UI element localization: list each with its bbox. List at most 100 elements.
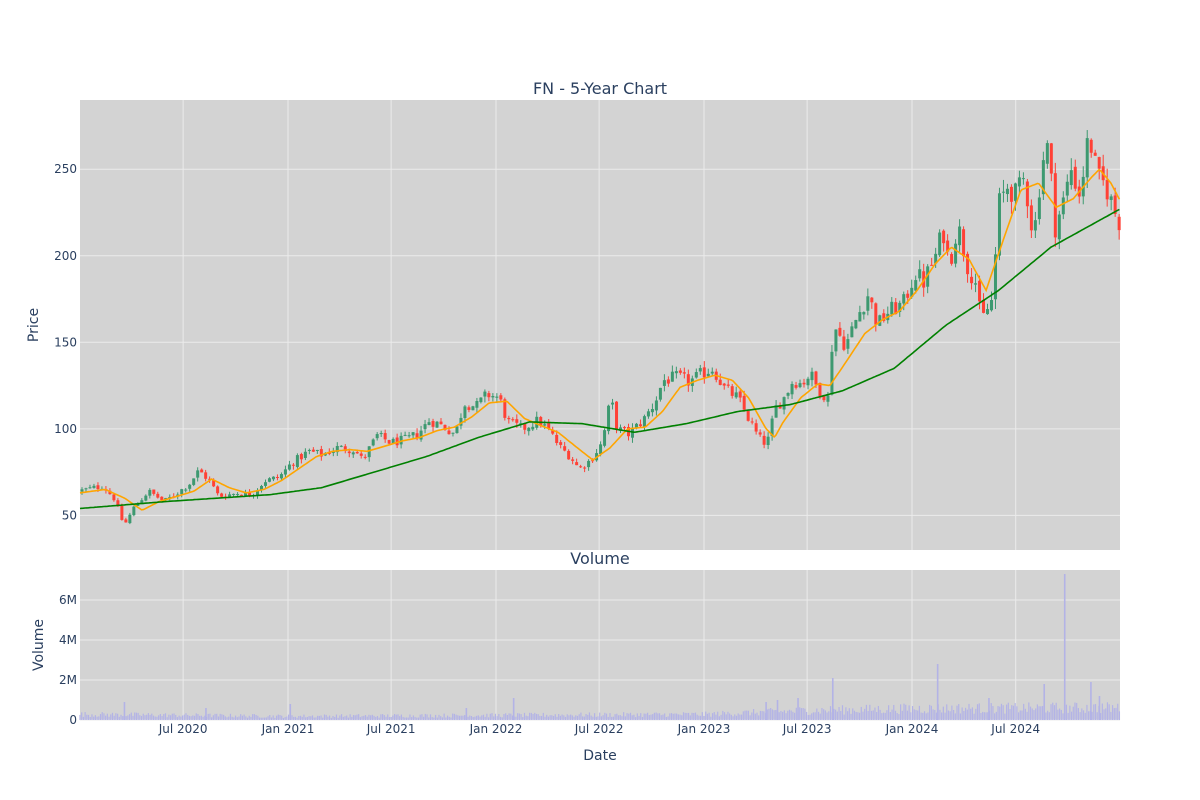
volume-bar: [546, 714, 548, 720]
volume-bar: [626, 713, 628, 720]
volume-bar: [1036, 704, 1038, 720]
candle-body: [774, 405, 778, 418]
volume-bar: [269, 715, 271, 720]
candle-body: [950, 254, 954, 264]
volume-y-tick-label: 6M: [59, 593, 77, 607]
candle-body: [862, 312, 866, 315]
volume-bar: [217, 716, 220, 720]
candle-body: [256, 490, 260, 496]
candle-body: [84, 488, 88, 490]
volume-bar: [1110, 711, 1112, 720]
volume-bar: [910, 712, 912, 720]
candle-body: [962, 229, 966, 257]
volume-bar: [264, 717, 266, 720]
volume-bar: [407, 717, 409, 720]
volume-bar: [568, 715, 570, 720]
volume-bar: [624, 716, 626, 720]
volume-bar: [599, 712, 601, 720]
volume-bar: [311, 715, 314, 720]
volume-bar: [252, 714, 254, 720]
volume-bar: [534, 712, 536, 720]
volume-bar: [245, 716, 247, 720]
volume-bar: [181, 715, 184, 720]
candle-body: [192, 478, 196, 485]
volume-bar: [1029, 706, 1032, 720]
volume-bar: [653, 712, 656, 720]
volume-bar: [221, 714, 223, 720]
volume-y-tick-label: 0: [69, 713, 77, 727]
volume-bar: [898, 714, 900, 720]
volume-bar: [869, 704, 871, 720]
volume-bar: [496, 716, 498, 720]
x-tick-label: Jul 2022: [574, 722, 624, 736]
candle-body: [978, 280, 982, 302]
volume-bar: [505, 713, 507, 720]
volume-bar: [428, 717, 430, 720]
volume-bar: [127, 715, 129, 720]
volume-bar: [915, 709, 917, 720]
candle-body: [654, 400, 658, 411]
volume-bar: [446, 715, 449, 720]
volume-bar: [812, 712, 815, 720]
volume-bar: [110, 714, 112, 720]
candle-body: [315, 449, 319, 452]
candle-body: [1013, 183, 1017, 201]
volume-bar: [158, 715, 160, 720]
volume-bar: [1058, 708, 1061, 720]
volume-bar: [84, 712, 86, 720]
volume-bar: [438, 714, 440, 720]
candle-body: [758, 432, 762, 435]
candle-body: [144, 495, 148, 501]
volume-bar: [303, 714, 305, 720]
candle-body: [1005, 188, 1009, 195]
volume-bar: [159, 714, 161, 720]
volume-bar: [715, 714, 717, 720]
volume-bar: [405, 717, 408, 720]
volume-bar: [631, 715, 633, 720]
volume-bar: [529, 712, 531, 720]
volume-bar: [578, 714, 580, 720]
volume-bar: [833, 708, 835, 720]
volume-bar: [287, 714, 290, 720]
candle-body: [1109, 196, 1113, 200]
candle-body: [359, 453, 363, 456]
volume-bar: [929, 704, 931, 720]
volume-bar: [532, 713, 534, 720]
candle-body: [662, 380, 666, 386]
candle-body: [80, 489, 84, 492]
volume-bar: [817, 711, 820, 720]
candle-body: [1045, 143, 1049, 164]
candle-body: [650, 409, 654, 413]
volume-bar: [621, 716, 623, 720]
candle-body: [587, 460, 591, 468]
volume-bar: [511, 715, 514, 720]
volume-bar: [1043, 684, 1046, 720]
volume-bar: [814, 712, 816, 720]
volume-bar: [792, 711, 794, 720]
candle-body: [92, 485, 96, 488]
volume-bar: [961, 707, 963, 720]
volume-bar: [281, 715, 283, 720]
volume-bar: [161, 716, 163, 720]
volume-bar: [876, 712, 878, 720]
candle-body: [666, 379, 670, 384]
volume-bar: [105, 715, 107, 720]
candle-body: [156, 493, 160, 498]
volume-bar: [185, 713, 187, 720]
volume-bar: [236, 717, 238, 720]
volume-bar: [289, 704, 292, 720]
volume-bar: [727, 711, 729, 720]
volume-bar: [583, 716, 585, 720]
volume-bar: [356, 714, 358, 720]
volume-bar: [1024, 708, 1027, 720]
volume-bar: [954, 713, 956, 720]
volume-bar: [195, 713, 197, 720]
candle-body: [1021, 178, 1025, 180]
volume-bar: [479, 716, 481, 720]
volume-bar: [691, 712, 693, 720]
volume-bar: [956, 705, 958, 720]
volume-bar: [226, 717, 228, 720]
volume-bar: [710, 716, 712, 720]
volume-bar: [934, 709, 936, 720]
